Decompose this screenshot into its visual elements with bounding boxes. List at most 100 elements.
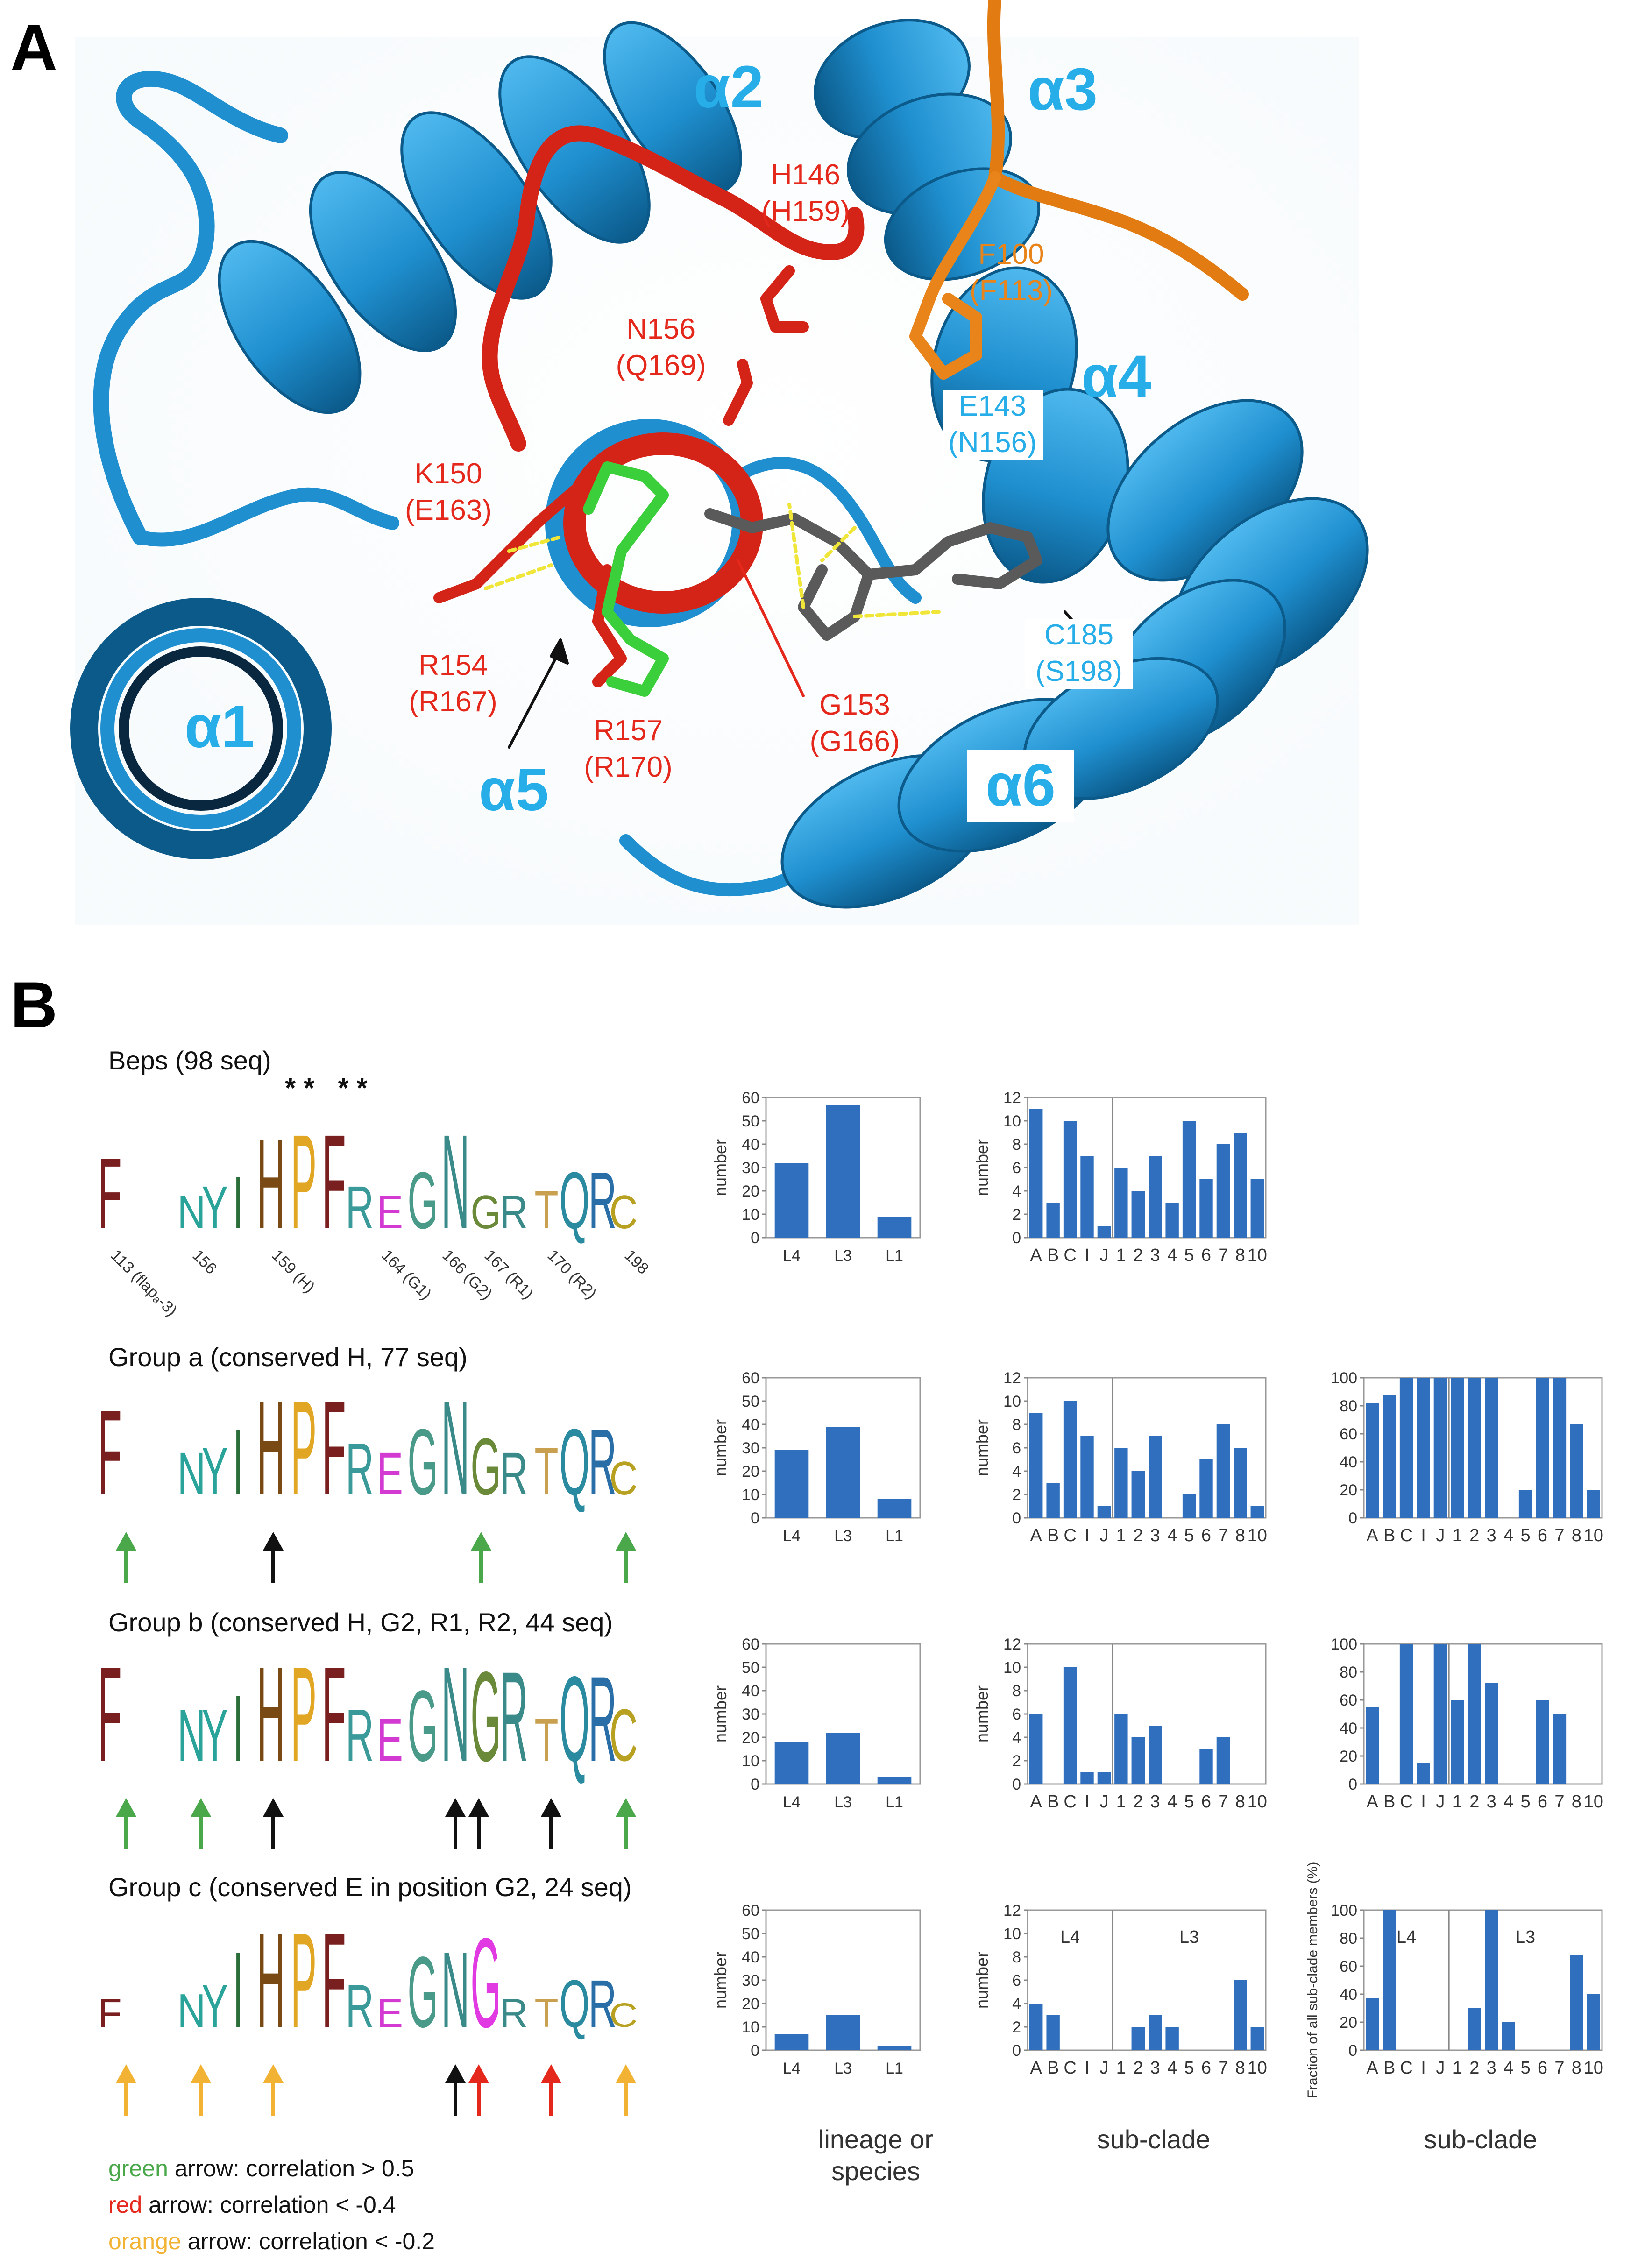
x-tick-label: 1	[1116, 1792, 1126, 1812]
logo-title-group-b: Group b (conserved H, G2, R1, R2, 44 seq…	[108, 1607, 613, 1637]
x-tick-label: 4	[1167, 1246, 1177, 1265]
bar-chart: 0 20 40 60 80 100 Fraction of all sub-clade me…	[1305, 1862, 1603, 2099]
y-tick-label: 20	[742, 1995, 759, 2013]
coil-left	[133, 487, 399, 547]
bar	[1182, 1494, 1196, 1518]
x-tick-label: L3	[834, 2060, 852, 2077]
x-tick-label: J	[1099, 1526, 1108, 1545]
correlation-arrow	[263, 1798, 284, 1849]
x-tick-label: 10	[1248, 1246, 1267, 1265]
logo-letter: Y	[202, 1433, 228, 1508]
logo-letter: H	[257, 1113, 285, 1256]
logo-position-labels: 113 (flapₐ-3) 156 159 (H) 164 (G1) 166 (…	[107, 1246, 652, 1320]
bar	[1149, 2015, 1162, 2050]
bar	[1570, 1424, 1583, 1518]
logo-letter: N	[177, 1984, 206, 2037]
y-tick-label: 20	[742, 1463, 759, 1480]
x-tick-label: 7	[1554, 2058, 1564, 2078]
x-tick-label: 7	[1218, 1792, 1228, 1812]
ligand-gray	[704, 508, 1042, 641]
y-tick-label: 2	[1012, 1206, 1021, 1224]
bar	[826, 1105, 860, 1238]
bar	[1553, 1378, 1567, 1518]
column-title-lineage: lineage or species	[818, 2124, 933, 2186]
x-tick-label: L1	[886, 2060, 903, 2077]
g153-pointer	[737, 559, 805, 697]
bar	[1250, 1179, 1264, 1238]
x-tick-label: J	[1436, 1792, 1445, 1812]
helix-a1	[70, 598, 332, 859]
x-tick-label: 7	[1554, 1792, 1564, 1812]
correlation-arrow	[616, 1532, 636, 1583]
logo-letter: C	[610, 1997, 638, 2034]
bar	[1063, 1121, 1077, 1238]
y-tick-label: 12	[1003, 1902, 1021, 1919]
y-tick-label: 10	[1003, 1659, 1021, 1677]
bar	[877, 2046, 912, 2050]
logo-letter: P	[291, 1639, 317, 1789]
bar	[1553, 1714, 1567, 1784]
sequence-logo: F NY I H P F R E G N GR T QRC	[98, 1905, 638, 2055]
bar	[1587, 1994, 1600, 2050]
x-tick-label: B	[1047, 1246, 1059, 1265]
logo-letter: G	[407, 1155, 438, 1246]
bar	[1097, 1506, 1111, 1518]
logo-letter: N	[177, 1440, 206, 1508]
bar	[1131, 1471, 1145, 1518]
x-tick-label: 1	[1453, 1526, 1462, 1545]
y-tick-label: 50	[742, 1659, 759, 1677]
bar	[1502, 2022, 1515, 2050]
correlation-arrow	[116, 1532, 136, 1583]
y-tick-label: 2	[1012, 1486, 1021, 1504]
y-tick-label: 10	[742, 1752, 759, 1770]
y-tick-label: 60	[742, 1089, 759, 1107]
x-tick-label: C	[1400, 2058, 1412, 2078]
logo-letter: R	[588, 1651, 617, 1786]
x-tick-label: L1	[886, 1527, 903, 1545]
bar	[1063, 1401, 1077, 1518]
bar-chart: 0 20 40 60 80 100 A B C I J 1 2 3 4 5 6 7 8 10	[1331, 1636, 1603, 1812]
residue-r154: R154 (R167)	[409, 649, 497, 718]
x-tick-label: L1	[886, 1793, 903, 1811]
bar	[1029, 2004, 1043, 2050]
bar	[1114, 1448, 1128, 1518]
x-tick-label: I	[1085, 1526, 1090, 1545]
x-tick-label: C	[1400, 1526, 1412, 1545]
correlation-arrow	[616, 1798, 636, 1849]
bar-chart: 0 20 40 60 80 100 A B C I J 1 2 3 4 5 6 7 8 10	[1331, 1369, 1603, 1545]
y-tick-label: 30	[742, 1159, 759, 1177]
loop-red	[482, 125, 865, 452]
correlation-arrow	[445, 1798, 466, 1849]
logo-letter: F	[322, 1639, 346, 1789]
x-tick-label: 2	[1133, 1246, 1143, 1265]
bar	[1165, 2027, 1179, 2050]
logo-letter: I	[233, 1675, 243, 1781]
hydrogen-bonds	[484, 503, 941, 618]
x-tick-label: 4	[1503, 2058, 1513, 2078]
y-tick-label: 0	[1012, 1229, 1021, 1247]
correlation-arrow	[616, 2064, 636, 2116]
logo-letter: R	[346, 1973, 374, 2040]
x-tick-label: 3	[1150, 2058, 1160, 2078]
bar	[1080, 1436, 1094, 1518]
bar	[1029, 1109, 1043, 1238]
logo-letter: G	[470, 1422, 501, 1512]
logo-letter: Y	[202, 1693, 228, 1776]
y-axis-label: number	[711, 1952, 730, 2009]
helix-a3	[814, 19, 1041, 281]
logo-letter: Q	[559, 1155, 589, 1246]
bar	[1250, 2027, 1264, 2050]
x-tick-label: 4	[1503, 1792, 1513, 1812]
x-tick-label: 3	[1487, 1792, 1496, 1812]
x-tick-label: A	[1367, 1526, 1379, 1545]
x-tick-label: A	[1367, 1792, 1379, 1812]
y-tick-label: 20	[1340, 1481, 1357, 1499]
logo-letter: N	[441, 1639, 470, 1789]
bar	[1485, 1378, 1498, 1518]
x-tick-label: 2	[1469, 1526, 1479, 1545]
inner-label: L3	[1179, 1927, 1199, 1947]
bar	[774, 2034, 809, 2050]
y-tick-label: 40	[1340, 1720, 1357, 1737]
plot-frame	[1363, 1909, 1603, 2051]
